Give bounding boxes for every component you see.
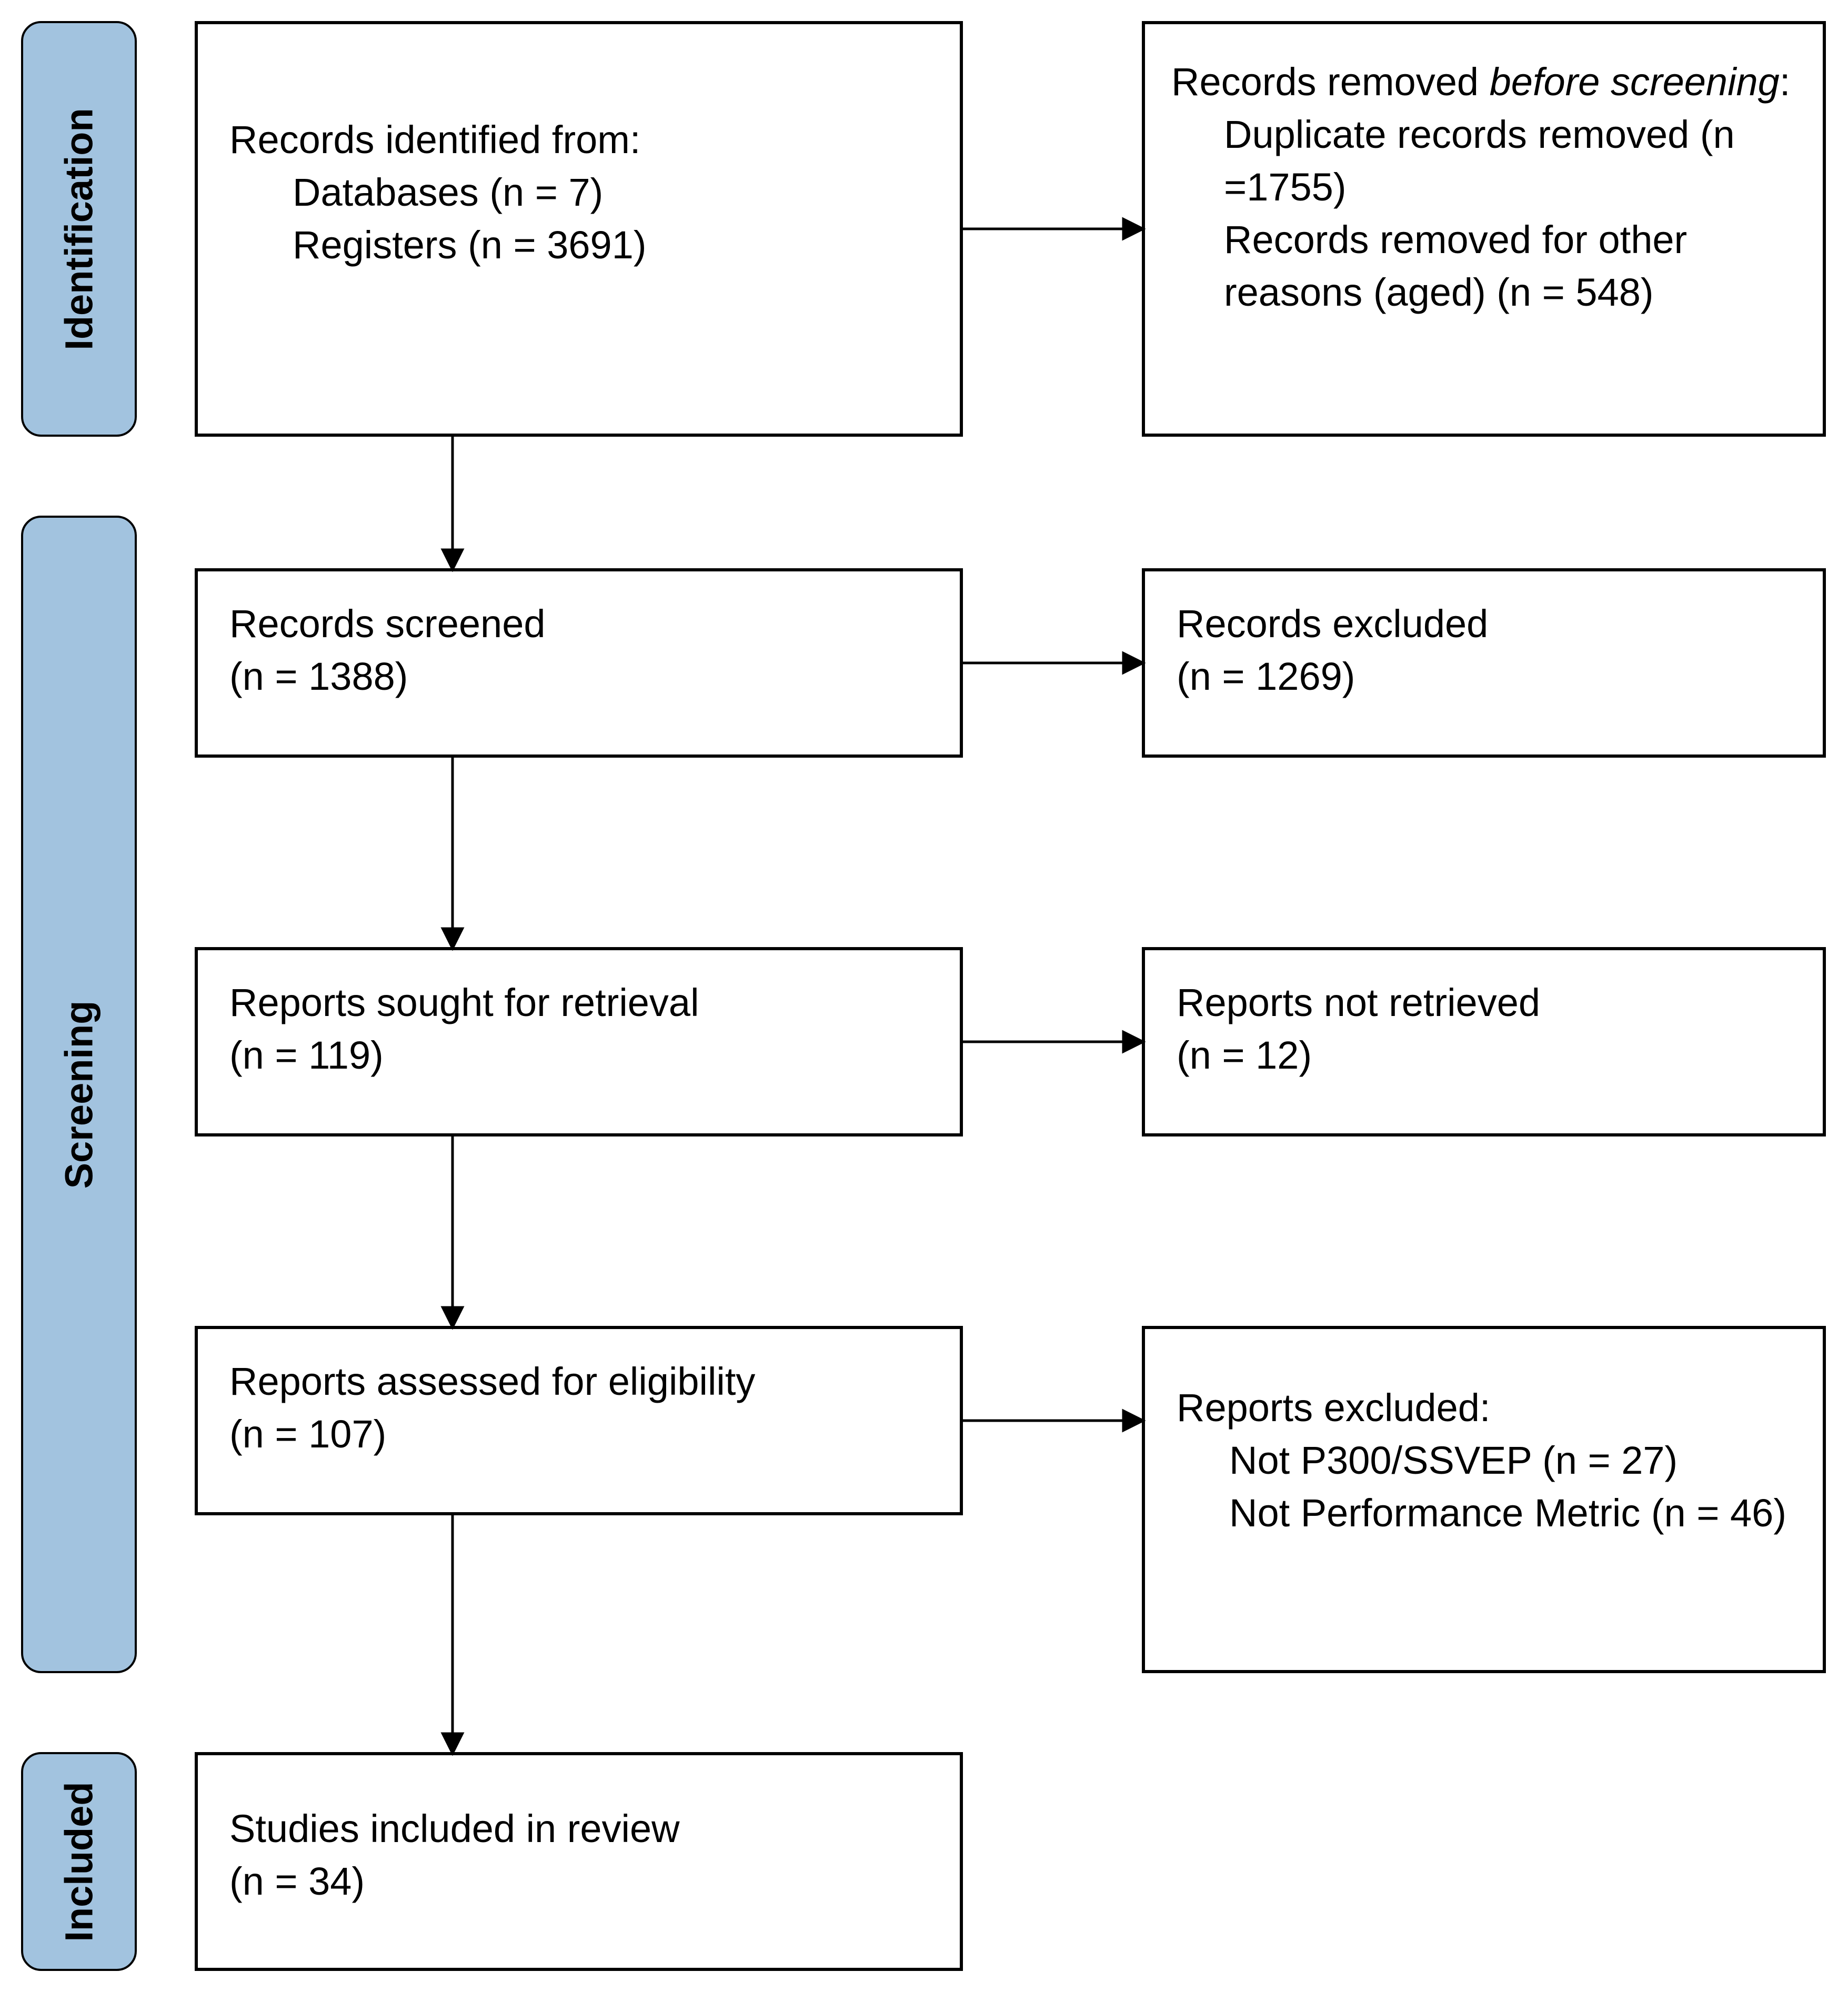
text-line: Reports assessed for eligibility [229,1355,928,1408]
text-line: Studies included in review [229,1803,928,1855]
stage-included: Included [21,1752,137,1971]
text-line: Not P300/SSVEP (n = 27) [1177,1434,1791,1487]
text-line: Records identified from: [229,114,928,166]
stage-identification-label: Identification [57,108,102,350]
text-line: Reports not retrieved [1177,977,1791,1029]
text-line: Databases (n = 7) [229,166,928,219]
text-line: Records excluded [1177,598,1791,650]
text-line: (n = 1388) [229,650,928,703]
stage-screening: Screening [21,516,137,1673]
text-line: Duplicate records removed (n =1755) [1171,108,1796,214]
box-studies-included: Studies included in review (n = 34) [195,1752,963,1971]
box-records-removed-before: Records removed before screening: Duplic… [1142,21,1826,437]
prisma-flowchart: Identification Screening Included Record… [21,21,1827,1971]
text-line: (n = 34) [229,1855,928,1908]
text-line: Registers (n = 3691) [229,219,928,271]
text-line: (n = 12) [1177,1029,1791,1082]
box-reports-assessed: Reports assessed for eligibility (n = 10… [195,1326,963,1515]
text-line: (n = 119) [229,1029,928,1082]
text-span-italic: before screening [1490,60,1780,104]
text-line: Not Performance Metric (n = 46) [1177,1487,1791,1540]
box-reports-excluded: Reports excluded: Not P300/SSVEP (n = 27… [1142,1326,1826,1673]
text-line: (n = 1269) [1177,650,1791,703]
text-line: Reports excluded: [1177,1382,1791,1434]
text-line: Records removed before screening: [1171,56,1796,108]
box-reports-not-retrieved: Reports not retrieved (n = 12) [1142,947,1826,1136]
box-reports-sought: Reports sought for retrieval (n = 119) [195,947,963,1136]
stage-screening-label: Screening [57,1000,102,1189]
text-span: : [1780,60,1791,104]
text-line: Reports sought for retrieval [229,977,928,1029]
text-span: Records removed [1171,60,1490,104]
stage-identification: Identification [21,21,137,437]
stage-included-label: Included [57,1782,102,1941]
box-records-identified: Records identified from: Databases (n = … [195,21,963,437]
text-line: Records removed for other reasons (aged)… [1171,214,1796,319]
box-records-screened: Records screened (n = 1388) [195,568,963,758]
text-line: Records screened [229,598,928,650]
box-records-excluded: Records excluded (n = 1269) [1142,568,1826,758]
text-line: (n = 107) [229,1408,928,1461]
